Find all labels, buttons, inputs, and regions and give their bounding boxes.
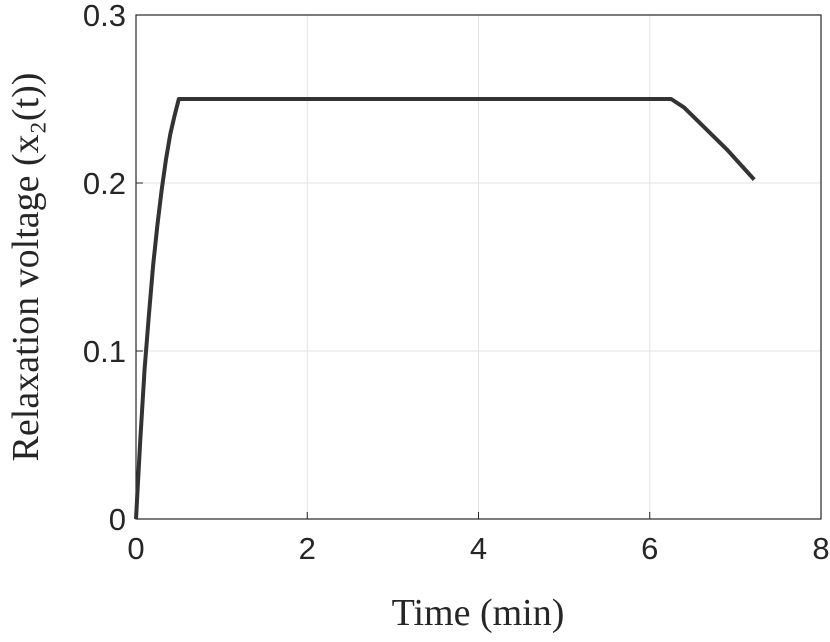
data-line: [134, 97, 756, 520]
x-tick-label: 8: [812, 531, 829, 566]
x-axis-label: Time (min): [392, 592, 565, 634]
x-tick-label: 4: [470, 531, 487, 566]
y-axis-label: Relaxation voltage (x₂(t)): [5, 73, 47, 462]
y-tick-label: 0.1: [83, 334, 126, 369]
x-tick-label: 0: [127, 531, 144, 566]
y-tick-label: 0.3: [83, 0, 126, 33]
x-tick-label: 2: [299, 531, 316, 566]
x-tick-label: 6: [641, 531, 658, 566]
axes-box: [135, 14, 822, 520]
y-tick-label: 0.2: [83, 166, 126, 201]
y-tick-label: 0: [109, 502, 126, 537]
